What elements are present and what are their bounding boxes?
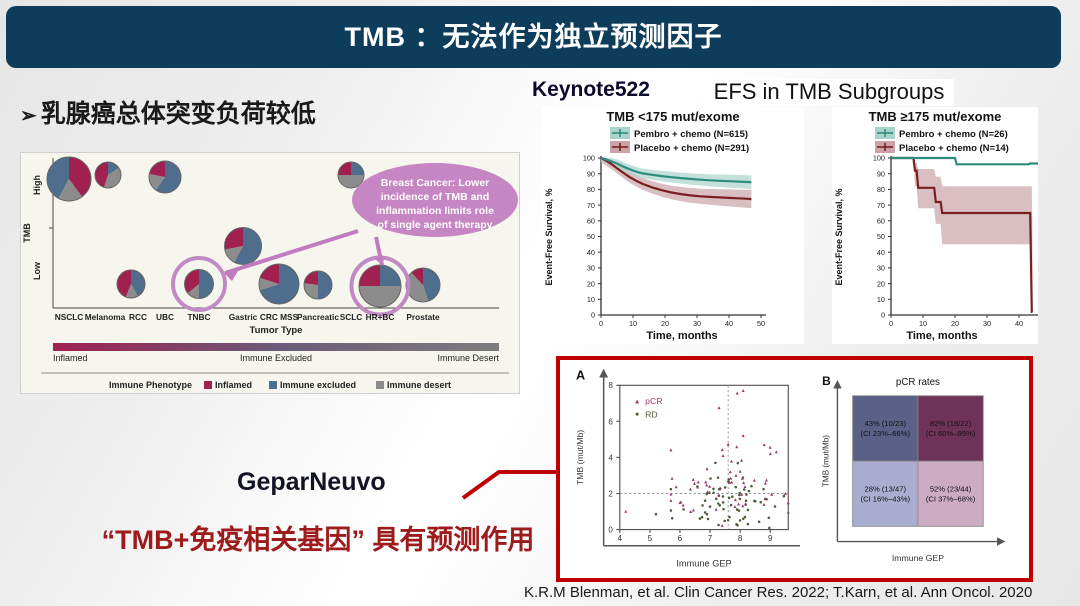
svg-text:A: A xyxy=(576,369,585,383)
svg-text:Gastric: Gastric xyxy=(229,312,258,322)
svg-text:80: 80 xyxy=(877,185,885,194)
svg-text:0: 0 xyxy=(599,319,603,328)
svg-text:70: 70 xyxy=(587,201,595,210)
svg-text:RD: RD xyxy=(645,410,657,420)
svg-text:20: 20 xyxy=(587,279,595,288)
svg-text:40: 40 xyxy=(1015,319,1023,328)
svg-text:43% (10/23): 43% (10/23) xyxy=(865,419,907,428)
svg-text:20: 20 xyxy=(951,319,959,328)
svg-text:Time, months: Time, months xyxy=(906,330,977,342)
svg-text:of single agent therapy: of single agent therapy xyxy=(378,219,493,231)
svg-text:(CI 60%–95%): (CI 60%–95%) xyxy=(926,429,976,438)
svg-text:Low: Low xyxy=(32,261,42,280)
svg-text:TMB (mut/Mb): TMB (mut/Mb) xyxy=(575,430,585,485)
svg-text:80: 80 xyxy=(587,185,595,194)
svg-text:90: 90 xyxy=(877,169,885,178)
svg-text:100: 100 xyxy=(583,154,595,163)
svg-text:20: 20 xyxy=(661,319,669,328)
svg-text:Inflamed: Inflamed xyxy=(215,380,252,390)
svg-text:incidence of TMB and: incidence of TMB and xyxy=(381,191,490,203)
svg-text:Immune Phenotype: Immune Phenotype xyxy=(109,380,192,390)
svg-text:Immune Excluded: Immune Excluded xyxy=(240,353,312,363)
svg-text:7: 7 xyxy=(708,534,713,543)
svg-text:Time, months: Time, months xyxy=(646,330,717,342)
svg-text:10: 10 xyxy=(629,319,637,328)
svg-text:Immune GEP: Immune GEP xyxy=(892,553,944,563)
svg-text:Pembro + chemo (N=615): Pembro + chemo (N=615) xyxy=(634,129,748,140)
svg-text:10: 10 xyxy=(919,319,927,328)
svg-text:(CI 16%–43%): (CI 16%–43%) xyxy=(861,494,911,503)
svg-text:TMB ≥175 mut/exome: TMB ≥175 mut/exome xyxy=(869,109,1002,124)
svg-text:30: 30 xyxy=(587,264,595,273)
svg-text:10: 10 xyxy=(877,295,885,304)
svg-text:TNBC: TNBC xyxy=(187,312,210,322)
svg-text:40: 40 xyxy=(587,248,595,257)
svg-text:Immune desert: Immune desert xyxy=(387,380,451,390)
svg-text:Immune GEP: Immune GEP xyxy=(676,558,731,568)
svg-text:SCLC: SCLC xyxy=(340,312,363,322)
svg-text:60: 60 xyxy=(877,217,885,226)
svg-text:(CI 23%–66%): (CI 23%–66%) xyxy=(861,429,911,438)
svg-text:0: 0 xyxy=(591,311,595,320)
svg-text:Pancreatic: Pancreatic xyxy=(297,312,339,322)
svg-text:Prostate: Prostate xyxy=(406,312,440,322)
svg-text:CRC MSS: CRC MSS xyxy=(260,312,299,322)
svg-text:4: 4 xyxy=(608,453,613,462)
svg-text:Breast Cancer: Lower: Breast Cancer: Lower xyxy=(381,177,490,189)
svg-text:28% (13/47): 28% (13/47) xyxy=(865,484,907,493)
svg-text:Immune Desert: Immune Desert xyxy=(437,353,499,363)
svg-text:6: 6 xyxy=(608,417,613,426)
svg-text:Event-Free Survival, %: Event-Free Survival, % xyxy=(544,188,554,285)
svg-text:0: 0 xyxy=(881,311,885,320)
svg-text:pCR rates: pCR rates xyxy=(896,377,940,388)
svg-text:70: 70 xyxy=(877,201,885,210)
svg-text:(CI 37%–68%): (CI 37%–68%) xyxy=(926,494,976,503)
svg-text:0: 0 xyxy=(889,319,893,328)
svg-text:pCR: pCR xyxy=(645,396,662,406)
svg-text:90: 90 xyxy=(587,169,595,178)
svg-text:8: 8 xyxy=(738,534,743,543)
svg-text:TMB (mut/Mb): TMB (mut/Mb) xyxy=(822,435,831,487)
svg-text:RCC: RCC xyxy=(129,312,147,322)
svg-text:TMB <175 mut/exome: TMB <175 mut/exome xyxy=(606,109,739,124)
svg-text:8: 8 xyxy=(608,381,613,390)
svg-text:4: 4 xyxy=(618,534,623,543)
svg-text:Event-Free Survival, %: Event-Free Survival, % xyxy=(834,188,844,285)
svg-text:5: 5 xyxy=(648,534,653,543)
svg-text:20: 20 xyxy=(877,279,885,288)
svg-text:30: 30 xyxy=(983,319,991,328)
svg-text:9: 9 xyxy=(768,534,773,543)
svg-text:NSCLC: NSCLC xyxy=(55,312,84,322)
svg-text:50: 50 xyxy=(757,319,765,328)
svg-text:Immune excluded: Immune excluded xyxy=(280,380,356,390)
svg-text:60: 60 xyxy=(587,217,595,226)
svg-text:HR+BC: HR+BC xyxy=(366,312,395,322)
svg-text:30: 30 xyxy=(877,264,885,273)
svg-text:100: 100 xyxy=(873,154,885,163)
svg-text:2: 2 xyxy=(608,489,613,498)
svg-text:52% (23/44): 52% (23/44) xyxy=(930,484,972,493)
svg-text:Inflamed: Inflamed xyxy=(53,353,88,363)
svg-text:inflammation limits role: inflammation limits role xyxy=(376,205,494,217)
svg-text:Placebo + chemo (N=291): Placebo + chemo (N=291) xyxy=(634,143,749,154)
svg-text:UBC: UBC xyxy=(156,312,174,322)
svg-text:TMB: TMB xyxy=(22,223,32,243)
svg-text:40: 40 xyxy=(725,319,733,328)
svg-text:50: 50 xyxy=(877,232,885,241)
svg-text:30: 30 xyxy=(693,319,701,328)
svg-text:Pembro + chemo (N=26): Pembro + chemo (N=26) xyxy=(899,129,1008,140)
svg-text:B: B xyxy=(822,374,831,388)
svg-text:50: 50 xyxy=(587,232,595,241)
svg-text:Placebo + chemo (N=14): Placebo + chemo (N=14) xyxy=(899,143,1009,154)
svg-text:Melanoma: Melanoma xyxy=(85,312,126,322)
svg-text:10: 10 xyxy=(587,295,595,304)
svg-text:High: High xyxy=(32,175,42,195)
svg-text:82% (18/22): 82% (18/22) xyxy=(930,419,972,428)
svg-text:40: 40 xyxy=(877,248,885,257)
svg-text:0: 0 xyxy=(608,525,613,534)
svg-text:Tumor Type: Tumor Type xyxy=(250,325,303,336)
svg-text:6: 6 xyxy=(678,534,683,543)
